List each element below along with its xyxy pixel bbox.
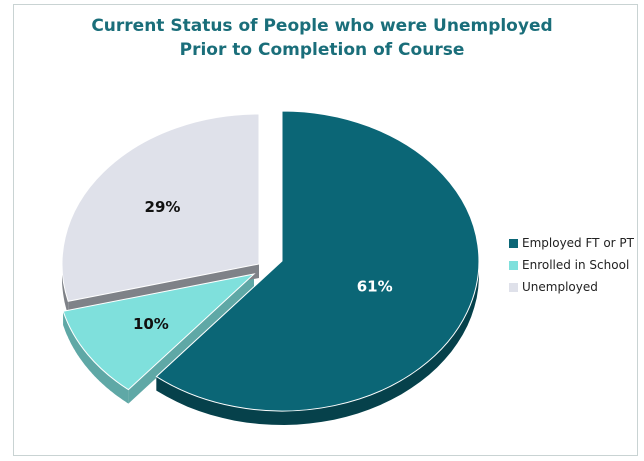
chart-title: Current Status of People who were Unempl… <box>0 14 644 62</box>
legend-item-enrolled: Enrolled in School <box>509 254 634 276</box>
pie-wall-enrolled-0 <box>128 274 254 404</box>
legend-label-enrolled: Enrolled in School <box>522 258 630 272</box>
data-label-employed: 61% <box>357 277 393 295</box>
legend-label-unemployed: Unemployed <box>522 280 598 294</box>
legend-swatch-enrolled <box>509 260 518 270</box>
legend-swatch-unemployed <box>509 282 518 292</box>
legend: Employed FT or PT Enrolled in School Une… <box>509 232 634 298</box>
pie-slice-enrolled <box>62 273 256 391</box>
legend-item-unemployed: Unemployed <box>509 276 634 298</box>
chart-title-line-1: Current Status of People who were Unempl… <box>91 16 553 36</box>
legend-item-employed: Employed FT or PT <box>509 232 634 254</box>
legend-label-employed: Employed FT or PT <box>522 236 634 250</box>
pie-tops <box>61 110 480 412</box>
data-label-enrolled: 10% <box>133 315 169 333</box>
chart-title-line-2: Prior to Completion of Course <box>179 40 465 60</box>
pie-side-enrolled <box>63 311 129 404</box>
data-label-unemployed: 29% <box>145 198 181 216</box>
legend-swatch-employed <box>509 238 518 248</box>
pie-slice-employed <box>155 110 480 412</box>
pie-data-labels: 61% 10% 29% <box>133 198 393 333</box>
pie-slice-unemployed <box>61 113 260 302</box>
